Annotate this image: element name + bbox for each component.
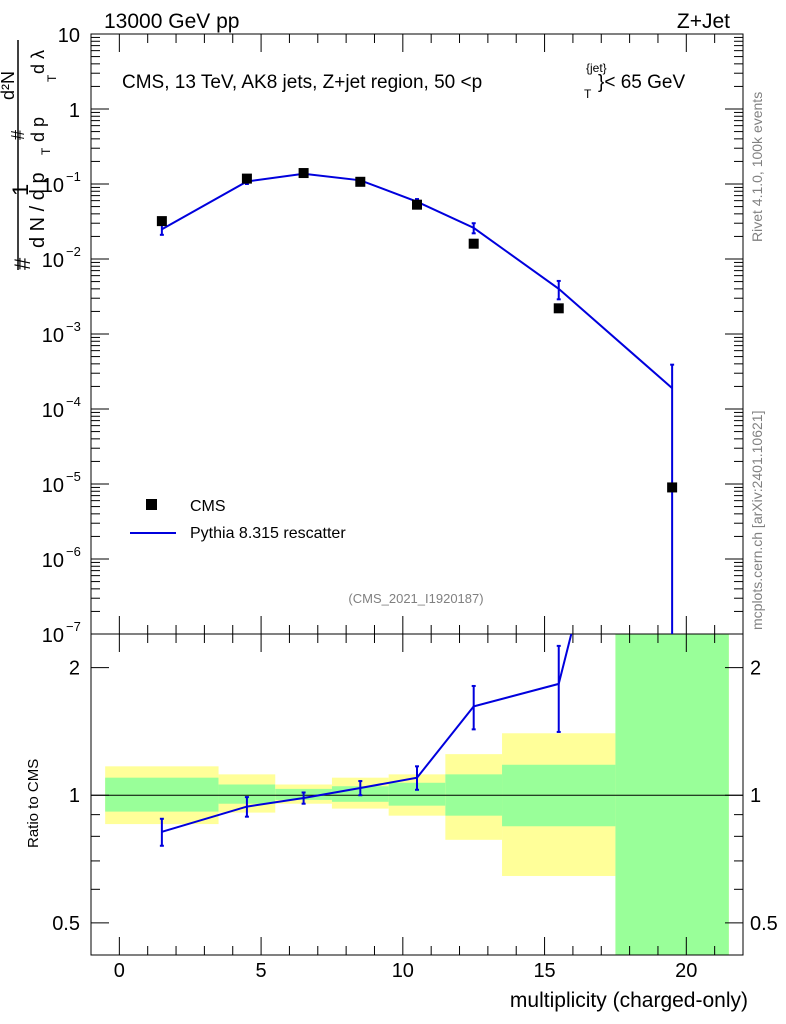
main-title: CMS, 13 TeV, AK8 jets, Z+jet region, 50 … — [122, 61, 685, 101]
ratio-ytick-label-right-2: 2 — [750, 658, 761, 680]
title-sub: T — [584, 87, 592, 101]
ratio-xtick-label-3: 15 — [533, 960, 555, 982]
main-ytick-exp-7: −6 — [66, 544, 81, 559]
header-right: Z+Jet — [677, 10, 730, 33]
ratio-frame — [90, 633, 744, 956]
cms-point-1 — [241, 173, 252, 184]
ylabel-dn: d N / d p — [27, 172, 49, 248]
title-sup: {jet} — [586, 61, 607, 75]
main-ytick-label-5: 10 — [42, 400, 64, 422]
main-ytick-label-8: 10 — [42, 625, 64, 647]
cms-point-5 — [468, 238, 479, 249]
pythia-line — [161, 172, 673, 389]
main-ytick-label-3: 10 — [42, 250, 64, 272]
legend-pythia-label: Pythia 8.315 rescatter — [190, 525, 346, 542]
cms-point-7 — [667, 482, 678, 493]
cms-point-4 — [412, 199, 422, 210]
x-axis-label: multiplicity (charged-only) — [510, 989, 748, 1012]
main-frame — [90, 33, 744, 635]
header-left: 13000 GeV pp — [104, 10, 239, 33]
main-ytick-label-1: 1 — [69, 100, 80, 122]
main-ytick-label-0: 10 — [58, 25, 80, 47]
band-green-0 — [105, 777, 219, 812]
ylabel-dlambda: d λ — [28, 50, 48, 74]
ratio-xtick-label-1: 5 — [256, 960, 267, 982]
ratio-ylabel: Ratio to CMS — [25, 759, 42, 848]
band-green-1 — [218, 784, 276, 804]
ratio-ytick-label-right-1: 1 — [750, 785, 761, 807]
ratio-ytick-label-left-0: 0.5 — [52, 913, 80, 935]
main-ytick-exp-6: −5 — [66, 469, 81, 484]
legend-cms-marker — [146, 499, 157, 510]
cms-point-6 — [553, 303, 564, 314]
cms-point-3 — [355, 176, 366, 187]
ylabel-one: 1 — [8, 184, 33, 196]
main-ytick-exp-5: −4 — [66, 394, 81, 409]
main-ytick-label-7: 10 — [42, 550, 64, 572]
main-ytick-exp-2: −1 — [66, 169, 81, 184]
ratio-axes: 0.5 0.51 12 20 5 10 15 20 — [52, 633, 778, 982]
ratio-xtick-label-4: 20 — [675, 960, 697, 982]
main-ylabel: # 1 d N / d p T d²N # d p T d λ — [0, 40, 59, 270]
ratio-ytick-label-right-0: 0.5 — [750, 913, 778, 935]
cms-point-0 — [156, 216, 167, 227]
ratio-series — [159, 634, 573, 847]
main-ytick-label-6: 10 — [42, 475, 64, 497]
ratio-bands — [105, 634, 729, 955]
main-ytick-exp-4: −3 — [66, 319, 81, 334]
mcplots-label: mcplots.cern.ch [arXiv:2401.10621] — [749, 411, 765, 630]
ratio-xtick-label-0: 0 — [114, 960, 125, 982]
rivet-label: Rivet 4.1.0, 100k events — [749, 92, 765, 242]
watermark: (CMS_2021_I1920187) — [348, 591, 483, 606]
ratio-xtick-label-2: 10 — [392, 960, 414, 982]
main-ytick-label-4: 10 — [42, 325, 64, 347]
cms-point-2 — [298, 168, 309, 179]
title-post: }< 65 GeV — [598, 72, 685, 93]
ylabel-t2: T — [45, 74, 59, 82]
ratio-ytick-label-left-2: 2 — [69, 658, 80, 680]
ylabel-hash: # — [10, 257, 35, 270]
main-series — [156, 168, 678, 634]
ratio-ytick-label-left-1: 1 — [69, 785, 80, 807]
ylabel-d2n: d²N — [0, 71, 18, 100]
main-ytick-exp-3: −2 — [66, 244, 81, 259]
ylabel-hash2: # — [8, 130, 28, 140]
main-ytick-exp-8: −7 — [66, 619, 81, 634]
legend-cms-label: CMS — [190, 498, 226, 515]
legend: CMS Pythia 8.315 rescatter — [130, 498, 346, 542]
main-ytick-label-2: 10 — [42, 175, 64, 197]
title-pre: CMS, 13 TeV, AK8 jets, Z+jet region, 50 … — [122, 72, 482, 93]
ratio-line — [161, 634, 573, 833]
band-green-7 — [615, 634, 729, 955]
ylabel-t1: T — [39, 147, 53, 155]
band-green-4 — [388, 782, 446, 806]
ylabel-dp: d p — [28, 117, 48, 142]
